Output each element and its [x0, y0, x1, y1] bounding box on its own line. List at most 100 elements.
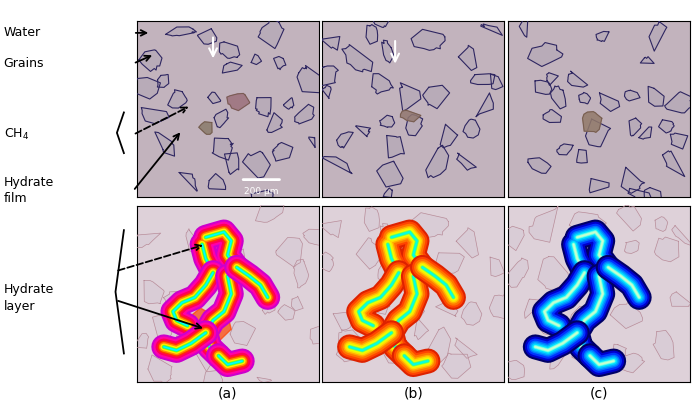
- Polygon shape: [490, 257, 505, 277]
- Polygon shape: [258, 19, 284, 48]
- Polygon shape: [470, 74, 495, 85]
- Polygon shape: [322, 157, 352, 173]
- Polygon shape: [440, 124, 458, 148]
- Polygon shape: [400, 110, 421, 122]
- Polygon shape: [272, 143, 293, 161]
- Polygon shape: [251, 190, 273, 209]
- Polygon shape: [197, 29, 217, 44]
- Polygon shape: [455, 338, 477, 358]
- Polygon shape: [336, 330, 370, 362]
- Polygon shape: [251, 54, 262, 65]
- Polygon shape: [256, 97, 271, 117]
- Polygon shape: [291, 296, 303, 311]
- Polygon shape: [203, 265, 216, 286]
- Polygon shape: [644, 187, 661, 202]
- Polygon shape: [373, 16, 389, 28]
- Polygon shape: [278, 305, 295, 320]
- Polygon shape: [148, 355, 172, 384]
- Polygon shape: [378, 261, 402, 289]
- Polygon shape: [316, 252, 334, 272]
- Polygon shape: [165, 27, 197, 36]
- Text: CH$_4$: CH$_4$: [4, 127, 29, 142]
- Polygon shape: [442, 353, 471, 378]
- Polygon shape: [230, 321, 256, 346]
- Polygon shape: [155, 132, 174, 156]
- Polygon shape: [569, 212, 606, 238]
- Polygon shape: [276, 238, 302, 267]
- Polygon shape: [316, 66, 338, 86]
- Polygon shape: [491, 74, 503, 90]
- Polygon shape: [225, 249, 246, 268]
- Polygon shape: [153, 314, 174, 341]
- Polygon shape: [612, 344, 626, 360]
- Polygon shape: [407, 212, 449, 237]
- Polygon shape: [267, 113, 282, 132]
- Polygon shape: [333, 312, 354, 330]
- Polygon shape: [500, 226, 524, 251]
- Polygon shape: [342, 44, 372, 72]
- Polygon shape: [364, 207, 379, 231]
- Polygon shape: [225, 153, 239, 174]
- Polygon shape: [179, 173, 197, 191]
- Polygon shape: [202, 370, 223, 393]
- Polygon shape: [310, 325, 328, 344]
- Polygon shape: [435, 300, 458, 316]
- Polygon shape: [219, 42, 239, 58]
- Polygon shape: [662, 151, 685, 177]
- Polygon shape: [672, 226, 694, 247]
- Polygon shape: [186, 229, 198, 251]
- Text: 200 μm: 200 μm: [244, 187, 279, 196]
- Polygon shape: [550, 86, 566, 109]
- Polygon shape: [320, 221, 342, 238]
- Text: (c): (c): [590, 387, 608, 401]
- Polygon shape: [456, 153, 476, 170]
- Polygon shape: [489, 294, 510, 319]
- Polygon shape: [404, 298, 425, 323]
- Polygon shape: [136, 333, 148, 349]
- Polygon shape: [655, 217, 668, 231]
- Polygon shape: [426, 145, 449, 178]
- Polygon shape: [297, 65, 326, 93]
- Polygon shape: [295, 104, 314, 124]
- Polygon shape: [649, 22, 667, 51]
- Polygon shape: [568, 71, 588, 87]
- Polygon shape: [547, 73, 559, 85]
- Text: film: film: [4, 192, 27, 206]
- Polygon shape: [411, 29, 445, 50]
- Polygon shape: [163, 291, 192, 316]
- Polygon shape: [284, 98, 294, 109]
- Polygon shape: [629, 118, 642, 136]
- Polygon shape: [599, 93, 620, 111]
- Polygon shape: [366, 25, 378, 44]
- Polygon shape: [257, 377, 272, 383]
- Polygon shape: [528, 158, 551, 173]
- Polygon shape: [640, 57, 654, 63]
- Polygon shape: [303, 229, 331, 246]
- Polygon shape: [524, 299, 541, 319]
- Polygon shape: [199, 122, 212, 134]
- Polygon shape: [519, 18, 528, 37]
- Text: (b): (b): [403, 387, 424, 401]
- Polygon shape: [671, 133, 688, 149]
- Polygon shape: [356, 126, 370, 137]
- Text: Hydrate: Hydrate: [4, 283, 54, 296]
- Polygon shape: [458, 45, 477, 70]
- Polygon shape: [208, 173, 225, 189]
- Polygon shape: [382, 40, 394, 63]
- Polygon shape: [139, 50, 162, 72]
- Polygon shape: [535, 80, 552, 95]
- Text: layer: layer: [4, 300, 35, 313]
- Polygon shape: [212, 138, 233, 160]
- Polygon shape: [188, 308, 231, 343]
- Polygon shape: [624, 90, 640, 101]
- Polygon shape: [242, 151, 270, 178]
- Polygon shape: [595, 258, 617, 293]
- Polygon shape: [568, 306, 593, 332]
- Polygon shape: [436, 253, 464, 274]
- Polygon shape: [381, 330, 403, 363]
- Polygon shape: [463, 119, 480, 138]
- Polygon shape: [337, 132, 354, 148]
- Polygon shape: [616, 353, 645, 373]
- Polygon shape: [223, 62, 242, 73]
- Polygon shape: [617, 205, 641, 231]
